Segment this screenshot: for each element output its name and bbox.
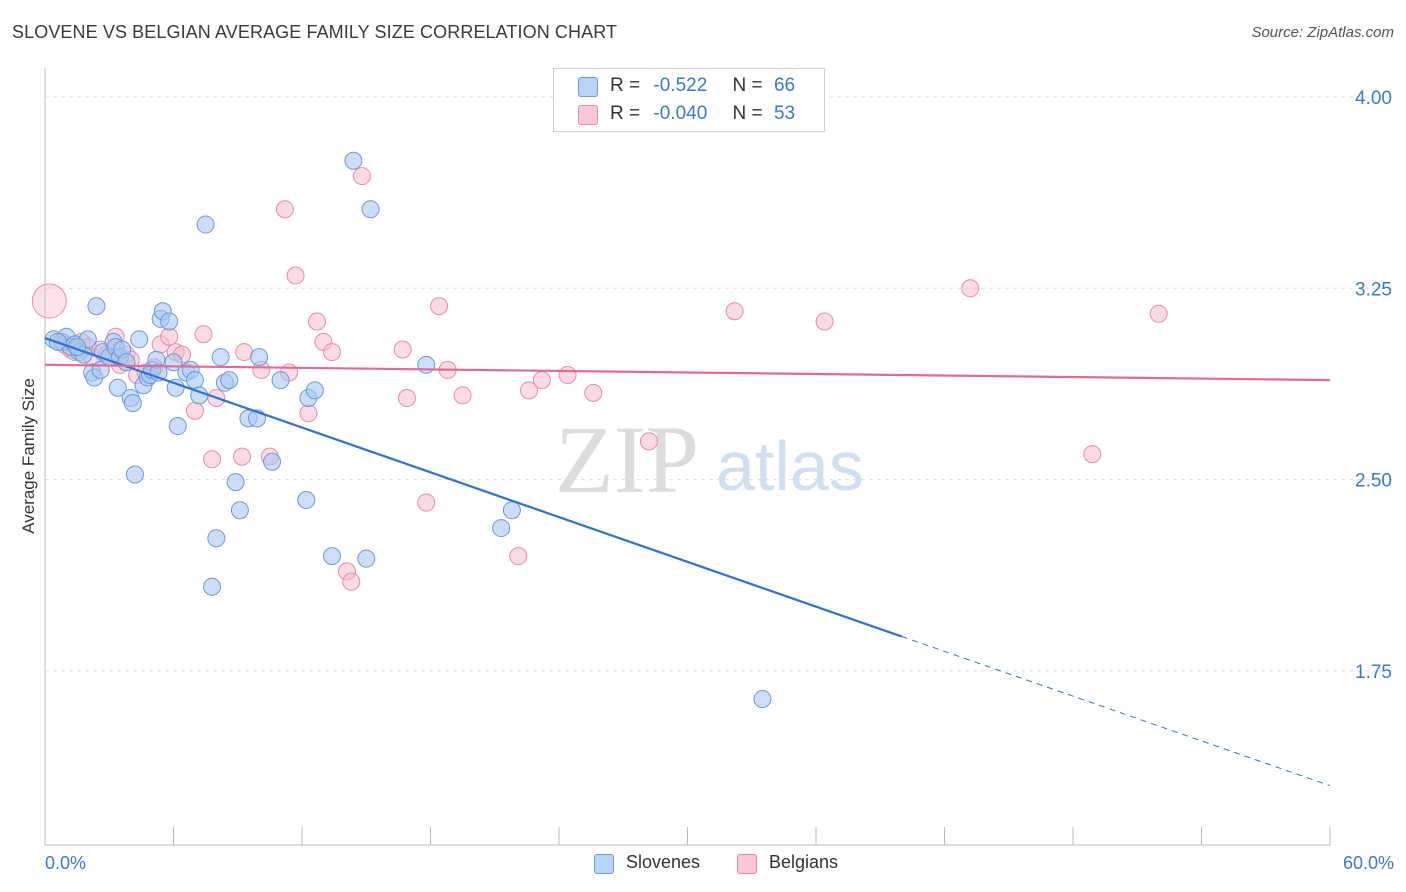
slovenes-point [203, 577, 222, 596]
slovenes-point [207, 529, 226, 548]
slovenes-point [417, 355, 436, 374]
axes [44, 68, 1331, 846]
legend-n-label: N = [732, 103, 763, 124]
belgians-point [584, 383, 603, 402]
y-tick-label: 4.00 [1355, 88, 1392, 109]
belgians-point [342, 572, 361, 591]
slovenes-point [322, 547, 341, 566]
slovenes-point [263, 452, 282, 471]
belgians-point [430, 297, 449, 316]
belgians-point [453, 386, 472, 405]
legend-label-belgians: Belgians [769, 852, 839, 872]
slovenes-point [250, 348, 269, 367]
x-tick-label: 60.0% [1343, 853, 1394, 873]
belgians-point [307, 312, 326, 331]
belgians-point [961, 279, 980, 298]
y-tick-label: 3.25 [1355, 279, 1392, 300]
belgians-point [194, 325, 213, 344]
watermark-atlas: atlas [716, 427, 864, 505]
gridlines [45, 96, 1392, 672]
belgians-point [286, 266, 305, 285]
correlation-legend: R = -0.522 N = 66 R = -0.040 N = 53 [553, 68, 825, 132]
belgians-point [532, 371, 551, 390]
slovenes-point [196, 215, 215, 234]
legend-label-slovenes: Slovenes [626, 852, 701, 872]
belgians-trendline [44, 363, 1331, 382]
belgians-point [815, 312, 834, 331]
slovenes-point [108, 378, 127, 397]
belgians-point [322, 343, 341, 362]
belgians-point [275, 200, 294, 219]
slovenes-point [87, 297, 106, 316]
belgians-point [299, 404, 318, 423]
legend-r-label: R = [610, 103, 641, 124]
legend-r-value: -0.522 [653, 75, 708, 96]
belgians-point [417, 493, 436, 512]
tick-labels: 4.00 3.25 2.50 1.75 0.0% 60.0% [45, 88, 1394, 873]
slovenes-point [305, 381, 324, 400]
belgians-point [233, 447, 252, 466]
slovenes-point [123, 394, 142, 413]
belgians-point [1083, 445, 1102, 464]
slovenes-point [185, 371, 204, 390]
legend-n-value: 66 [773, 75, 796, 96]
slovenes-point [753, 689, 772, 708]
slovenes-point [230, 501, 249, 520]
slovenes-point [211, 348, 230, 367]
belgians-point [160, 327, 179, 346]
legend-r-value: -0.040 [653, 103, 708, 124]
slovenes-point [271, 371, 290, 390]
y-tick-label: 1.75 [1355, 662, 1392, 683]
slovenes-point [160, 312, 179, 331]
watermark-zip: ZIP [555, 406, 699, 513]
belgians-point [397, 388, 416, 407]
slovenes-trendline-extension [901, 635, 1331, 787]
slovenes-point [130, 330, 149, 349]
slovenes-swatch [578, 77, 598, 97]
slovenes-swatch [594, 854, 614, 874]
belgians-point [558, 366, 577, 385]
belgians-point [185, 401, 204, 420]
belgians-swatch [737, 854, 757, 874]
chart-title: SLOVENE VS BELGIAN AVERAGE FAMILY SIZE C… [12, 22, 618, 42]
belgians-point [31, 283, 67, 319]
slovenes-point [297, 491, 316, 510]
belgians-point [639, 432, 658, 451]
slovenes-point [226, 473, 245, 492]
trendlines [44, 336, 1331, 787]
slovenes-point [125, 465, 144, 484]
slovenes-point [166, 378, 185, 397]
slovenes-point [168, 417, 187, 436]
slovenes-trendline [44, 336, 903, 638]
slovenes-point [502, 501, 521, 520]
legend-n-value: 53 [773, 103, 796, 124]
slovenes-points [44, 151, 772, 708]
source-label: Source: ZipAtlas.com [1251, 24, 1394, 41]
slovenes-point [492, 519, 511, 538]
belgians-point [520, 381, 539, 400]
legend-n-label: N = [732, 75, 763, 96]
belgians-point [509, 547, 528, 566]
belgians-swatch [578, 105, 598, 125]
slovenes-point [361, 200, 380, 219]
legend-r-label: R = [610, 75, 641, 96]
belgians-point [352, 167, 371, 186]
y-axis-title: Average Family Size [19, 378, 38, 534]
belgians-point [235, 343, 254, 362]
slovenes-point [357, 549, 376, 568]
belgians-point [203, 450, 222, 469]
belgians-point [1149, 304, 1168, 323]
slovenes-point [220, 371, 239, 390]
belgians-point [393, 340, 412, 359]
y-tick-label: 2.50 [1355, 471, 1392, 492]
belgians-point [725, 302, 744, 321]
slovenes-point [344, 151, 363, 170]
x-tick-label: 0.0% [45, 853, 86, 873]
